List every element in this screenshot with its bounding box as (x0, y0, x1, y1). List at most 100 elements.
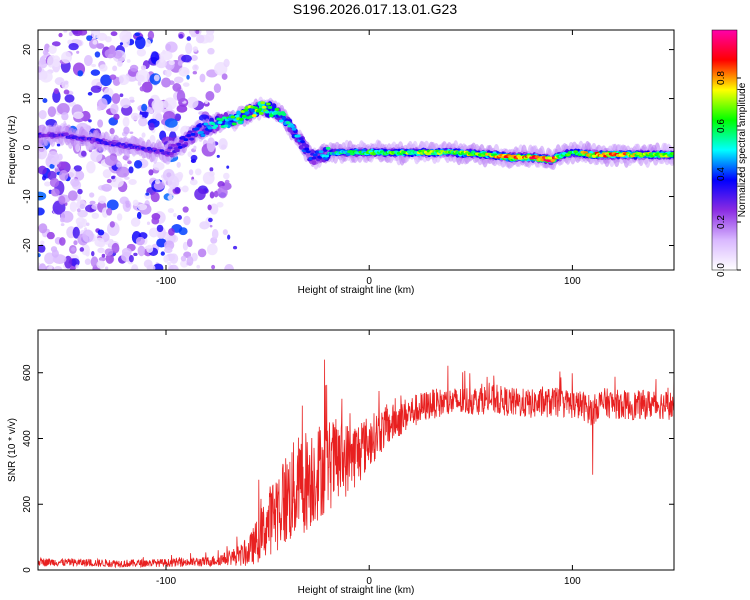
spectrogram-noise-blob (124, 176, 130, 180)
spectrogram-noise-blob (54, 77, 65, 86)
spectrogram-noise-blob (216, 201, 224, 208)
spectrogram-noise-blob (106, 199, 119, 211)
spectrogram-ridge-cell (241, 114, 247, 118)
spectrogram-ridge-cell (550, 158, 556, 162)
spectrogram-y-tick-label: 20 (22, 44, 33, 56)
spectrogram-noise-blob (116, 162, 122, 168)
spectrogram-noise-blob (176, 214, 182, 221)
spectrogram-noise-blob (92, 39, 98, 45)
spectrogram-noise-blob (63, 30, 68, 33)
spectrogram-noise-blob (68, 168, 77, 179)
spectrogram-ridge-cell (190, 132, 196, 136)
spectrogram-ridge-cell (317, 155, 323, 159)
spectrogram-noise-blob (60, 210, 74, 223)
spectrogram-y-tick-label: 0 (22, 144, 33, 150)
spectrogram-noise-blob (53, 265, 63, 270)
spectrogram-noise-blob (146, 264, 156, 270)
spectrogram-noise-blob (97, 241, 106, 248)
spectrogram-noise-blob (77, 210, 88, 218)
spectrogram-ridge-cell (183, 138, 189, 142)
spectrogram-noise-blob (163, 97, 177, 111)
spectrogram-ridge-cell (304, 147, 310, 151)
spectrogram-x-tick-label: 0 (366, 276, 372, 287)
spectrogram-noise-blob (209, 191, 215, 199)
spectrogram-noise-blob (120, 97, 131, 109)
spectrogram-noise-blob (147, 30, 155, 40)
spectrogram-noise-blob (163, 255, 169, 263)
spectrogram-ridge-cell (312, 153, 318, 157)
spectrogram-noise-blob (213, 190, 219, 198)
spectrogram-noise-blob (70, 258, 80, 267)
spectrogram-ridge-cell (189, 137, 195, 141)
spectrogram-ridge-cell (261, 105, 267, 109)
spectrogram-ridge-cell (290, 124, 296, 128)
spectrogram-noise-blob (79, 247, 85, 252)
spectrogram-noise-blob (154, 179, 161, 185)
spectrogram-ridge-cell (230, 115, 236, 119)
spectrogram-noise-blob (164, 247, 173, 254)
spectrogram-x-axis-label: Height of straight line (km) (298, 285, 415, 296)
spectrogram-ridge-cell (167, 146, 173, 150)
spectrogram-x-ticks: -100 0 100 (156, 30, 581, 287)
spectrogram-noise-blob (208, 171, 215, 177)
spectrogram-noise-blob (155, 58, 167, 69)
spectrogram-noise-blob (131, 264, 139, 270)
spectrogram-noise-blob (104, 155, 118, 166)
spectrogram-noise-blob (71, 247, 76, 252)
spectrogram-noise-blob (180, 259, 189, 268)
spectrogram-noise-blob (56, 143, 61, 147)
spectrogram-noise-blob (63, 89, 70, 95)
spectrogram-ridge-cell (196, 124, 202, 128)
spectrogram-noise-blob (47, 266, 53, 270)
spectrogram-noise-blob (42, 49, 49, 56)
spectrogram-noise-blob (61, 112, 69, 121)
spectrogram-noise-blob (144, 39, 152, 48)
spectrogram-noise-blob (178, 66, 190, 77)
spectrogram-ridge-cell (322, 156, 328, 160)
spectrogram-noise-blob (133, 160, 143, 169)
spectrogram-noise-blob (153, 74, 160, 82)
spectrogram-noise-blob (181, 54, 192, 63)
spectrogram-noise-blob (192, 46, 198, 52)
spectrogram-noise-blob (129, 64, 139, 72)
spectrogram-noise-blob (173, 213, 177, 217)
spectrogram-noise-blob (110, 177, 124, 188)
snr-frame (37, 329, 675, 571)
spectrogram-noise-blob (224, 179, 230, 184)
spectrogram-noise-blob (96, 260, 106, 269)
spectrogram-noise-blob (155, 113, 163, 122)
spectrogram-ridge-cell (251, 114, 257, 118)
spectrogram-ridge-cell (187, 130, 193, 134)
spectrogram-ridge-cell (180, 135, 186, 139)
spectrogram-noise-blob (99, 64, 108, 72)
spectrogram-noise-blob (97, 247, 105, 254)
spectrogram-noise-blob (75, 264, 79, 269)
spectrogram-noise-blob (186, 36, 192, 41)
spectrogram-ridge-cell (253, 106, 259, 110)
spectrogram-ridge-cell (547, 156, 553, 160)
spectrogram-noise-blob (59, 169, 69, 181)
spectrogram-noise-blob (195, 30, 200, 35)
spectrogram-noise-blob (194, 188, 206, 201)
spectrogram-noise-blob (58, 195, 66, 205)
spectrogram-noise-blob (182, 241, 189, 251)
spectrogram-noise-blob (51, 41, 61, 47)
spectrogram-ridge-cell (671, 151, 674, 155)
snr-y-ticks: 0 200 400 600 (22, 364, 674, 573)
spectrogram-noise-blob (106, 178, 112, 184)
spectrogram-ridge-cell (223, 124, 229, 128)
spectrogram-x-tick-label: 100 (564, 276, 581, 287)
spectrogram-noise-blob (119, 42, 124, 46)
spectrogram-ridge-cell (371, 152, 377, 156)
spectrogram-noise-blob (98, 256, 106, 262)
spectrogram-noise-blob (111, 93, 121, 104)
spectrogram-noise-blob (109, 127, 115, 135)
spectrogram-ridge-cell (194, 127, 200, 131)
spectrogram-ridge-cell (213, 124, 219, 128)
spectrogram-noise-blob (176, 171, 184, 180)
spectrogram-noise-blob (72, 226, 80, 239)
spectrogram-noise-blob (38, 263, 47, 270)
spectrogram-noise-blob (76, 50, 80, 54)
spectrogram-ridge-cell (236, 110, 241, 116)
spectrogram-ridge-cell (176, 142, 182, 146)
